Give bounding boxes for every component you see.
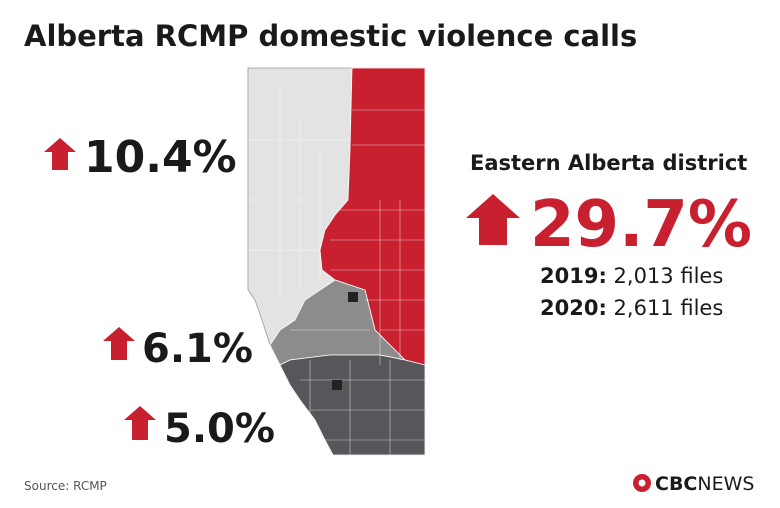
up-arrow [466,194,520,245]
change-label: 6.1% [142,326,253,372]
logo-suffix: NEWS [697,473,754,495]
region-callout: 5.0% [124,406,275,452]
title: Alberta RCMP domestic violence calls [24,19,637,53]
district-name: Eastern Alberta district [470,151,747,175]
city-edmonton [348,292,358,302]
logo-mark-center [638,479,646,487]
logo-brand: CBC [655,473,697,495]
year-row: 2019: 2,013 files [540,264,723,288]
year: 2019: [540,264,607,288]
logo-text: CBCNEWS [655,473,754,495]
files: 2,013 files [614,264,724,288]
up-arrow [124,406,156,440]
eastern-callout: Eastern Alberta district 29.7% 2019: 2,0… [466,151,752,320]
region-callout: 6.1% [103,326,253,372]
source: Source: RCMP [24,479,107,493]
city-calgary [332,380,342,390]
change-label: 10.4% [84,132,237,183]
files: 2,611 files [614,296,724,320]
district-change: 29.7% [530,188,752,262]
up-arrow [103,327,135,360]
alberta-map [247,67,426,456]
change-label: 5.0% [164,406,275,452]
up-arrow [44,138,76,170]
year-row: 2020: 2,611 files [540,296,723,320]
year: 2020: [540,296,607,320]
logo: CBCNEWS [633,473,754,495]
region-callout: 10.4% [44,132,237,183]
boundary-lines [248,90,425,455]
